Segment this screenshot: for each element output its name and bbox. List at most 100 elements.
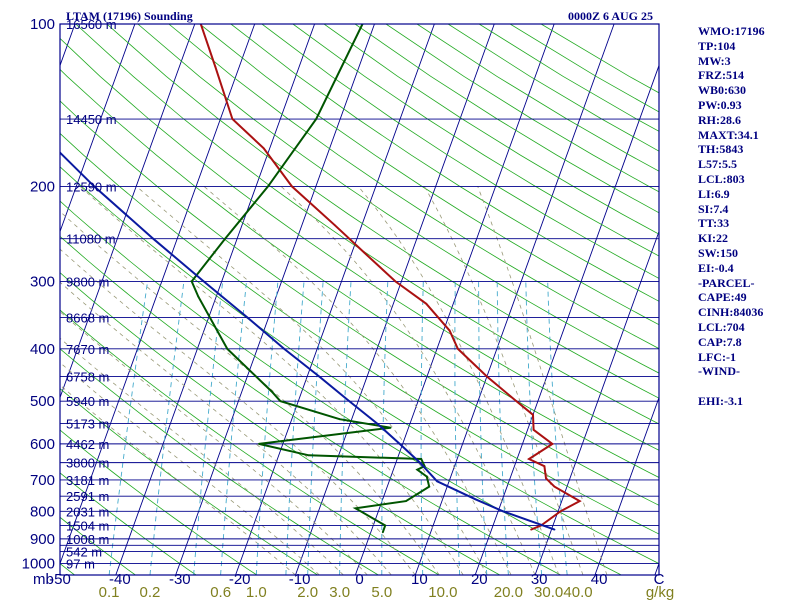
moist-adiabat [477, 186, 608, 575]
dewpoint-line [190, 24, 431, 533]
pressure-tick-label: 300 [30, 273, 55, 290]
parcel-point [553, 528, 556, 531]
temperature-point [291, 185, 293, 188]
sounding-index-item: LCL:704 [698, 319, 745, 334]
dry-adiabat [60, 37, 659, 451]
temperature-point [543, 465, 546, 468]
parcel-point [348, 400, 351, 402]
temperature-point [528, 458, 530, 460]
mixing-ratio-tick-label: 30.0 [534, 584, 563, 600]
temperature-point [515, 400, 518, 402]
moist-adiabat [60, 210, 440, 575]
dewpoint-point [384, 524, 387, 527]
dry-adiabat [60, 309, 440, 575]
pressure-tick-label: 400 [30, 341, 55, 358]
dewpoint-point [258, 443, 260, 445]
temperature-point [425, 302, 428, 305]
dry-adiabat [60, 563, 75, 575]
isotherm-line [474, 64, 659, 575]
sounding-index-item: CAP:7.8 [698, 334, 742, 349]
parcel-point [376, 422, 378, 425]
pressure-tick-label: 700 [30, 472, 55, 489]
dry-adiabat [168, 24, 659, 350]
sounding-index-item: TH:5843 [698, 142, 744, 157]
dry-adiabat [60, 516, 136, 575]
dewpoint-point [224, 237, 227, 240]
sounding-index-item: PW:0.93 [698, 97, 742, 112]
pressure-tick-label: 1000 [22, 556, 55, 573]
temperature-point [553, 485, 556, 488]
dewpoint-point [279, 400, 282, 402]
mixing-ratio-tick-label: 5.0 [371, 584, 392, 600]
dewpoint-point [405, 500, 407, 502]
dry-adiabat [0, 24, 14, 575]
dewpoint-point [267, 185, 269, 188]
dry-adiabat [60, 348, 379, 575]
parcel-line [60, 151, 555, 531]
pressure-tick-label: 800 [30, 503, 55, 520]
sounding-index-item: -PARCEL- [698, 275, 755, 290]
temperature-point [486, 375, 488, 378]
sounding-index-item: CINH:84036 [698, 305, 764, 320]
moist-adiabat [60, 384, 296, 575]
isotherm-line [594, 396, 659, 575]
height-label: 8668 m [66, 311, 109, 326]
dewpoint-point [315, 118, 318, 120]
dry-adiabat [261, 24, 659, 279]
mixing-ratio-line [496, 281, 509, 575]
pressure-tick-label: 100 [30, 16, 55, 33]
height-label: 2591 m [66, 489, 109, 504]
mixing-ratio-line [339, 281, 352, 575]
sounding-index-item: EHI:-3.1 [698, 393, 743, 408]
mixing-ratio-tick-label: 0.2 [140, 584, 161, 600]
dry-adiabat [199, 24, 659, 326]
temperature-tick-label: 0 [355, 571, 363, 588]
sounding-index-item: RH:28.6 [698, 112, 741, 127]
dry-adiabat [60, 100, 659, 506]
isotherm-line [115, 24, 315, 575]
isotherm-line [0, 24, 15, 575]
dry-adiabat [60, 68, 659, 478]
sounding-index-item [698, 379, 798, 394]
sounding-index-item: CAPE:49 [698, 290, 747, 305]
grid-layer [0, 24, 659, 575]
temperature-tick-label: C [654, 571, 665, 588]
dewpoint-point [354, 507, 357, 510]
sounding-index-item: FRZ:514 [698, 68, 744, 83]
pressure-unit-label: mb [33, 571, 54, 588]
mixing-ratio-line [149, 281, 185, 575]
mixing-ratio-tick-label: 0.1 [99, 584, 120, 600]
sounding-index-item: -WIND- [698, 364, 740, 379]
parcel-point [474, 498, 477, 501]
height-label: 12590 m [66, 179, 117, 194]
plot-frame [59, 23, 660, 576]
moist-adiabat [357, 186, 560, 575]
mixing-ratio-tick-label: 2.0 [297, 584, 318, 600]
isotherm-line [60, 24, 256, 565]
sounding-index-item: MW:3 [698, 53, 731, 68]
moist-adiabat [60, 248, 416, 575]
temperature-point [532, 413, 534, 416]
dewpoint-point [270, 390, 273, 393]
chart-title: LTAM (17196) Sounding [66, 9, 193, 23]
temperature-point [448, 329, 451, 332]
mixing-ratio-unit-label: g/kg [646, 584, 674, 600]
height-label: 14450 m [66, 112, 117, 127]
temperature-point [333, 224, 336, 227]
pressure-tick-label: 200 [30, 178, 55, 195]
temperature-point [559, 510, 562, 513]
dewpoint-point [307, 454, 310, 457]
pressure-tick-label: 500 [30, 393, 55, 410]
moist-adiabat [60, 337, 344, 575]
height-label: 4462 m [66, 437, 109, 452]
mixing-ratio-line [220, 281, 247, 575]
isotherm-line [354, 24, 555, 575]
temperature-tick-label: -30 [169, 571, 191, 588]
isotherm-line [60, 24, 76, 67]
dewpoint-point [226, 348, 229, 350]
dry-adiabat [60, 166, 659, 565]
sounding-index-item: SW:150 [698, 245, 739, 260]
isotherm-line [534, 230, 659, 575]
temperature-tick-label: 10 [411, 571, 428, 588]
